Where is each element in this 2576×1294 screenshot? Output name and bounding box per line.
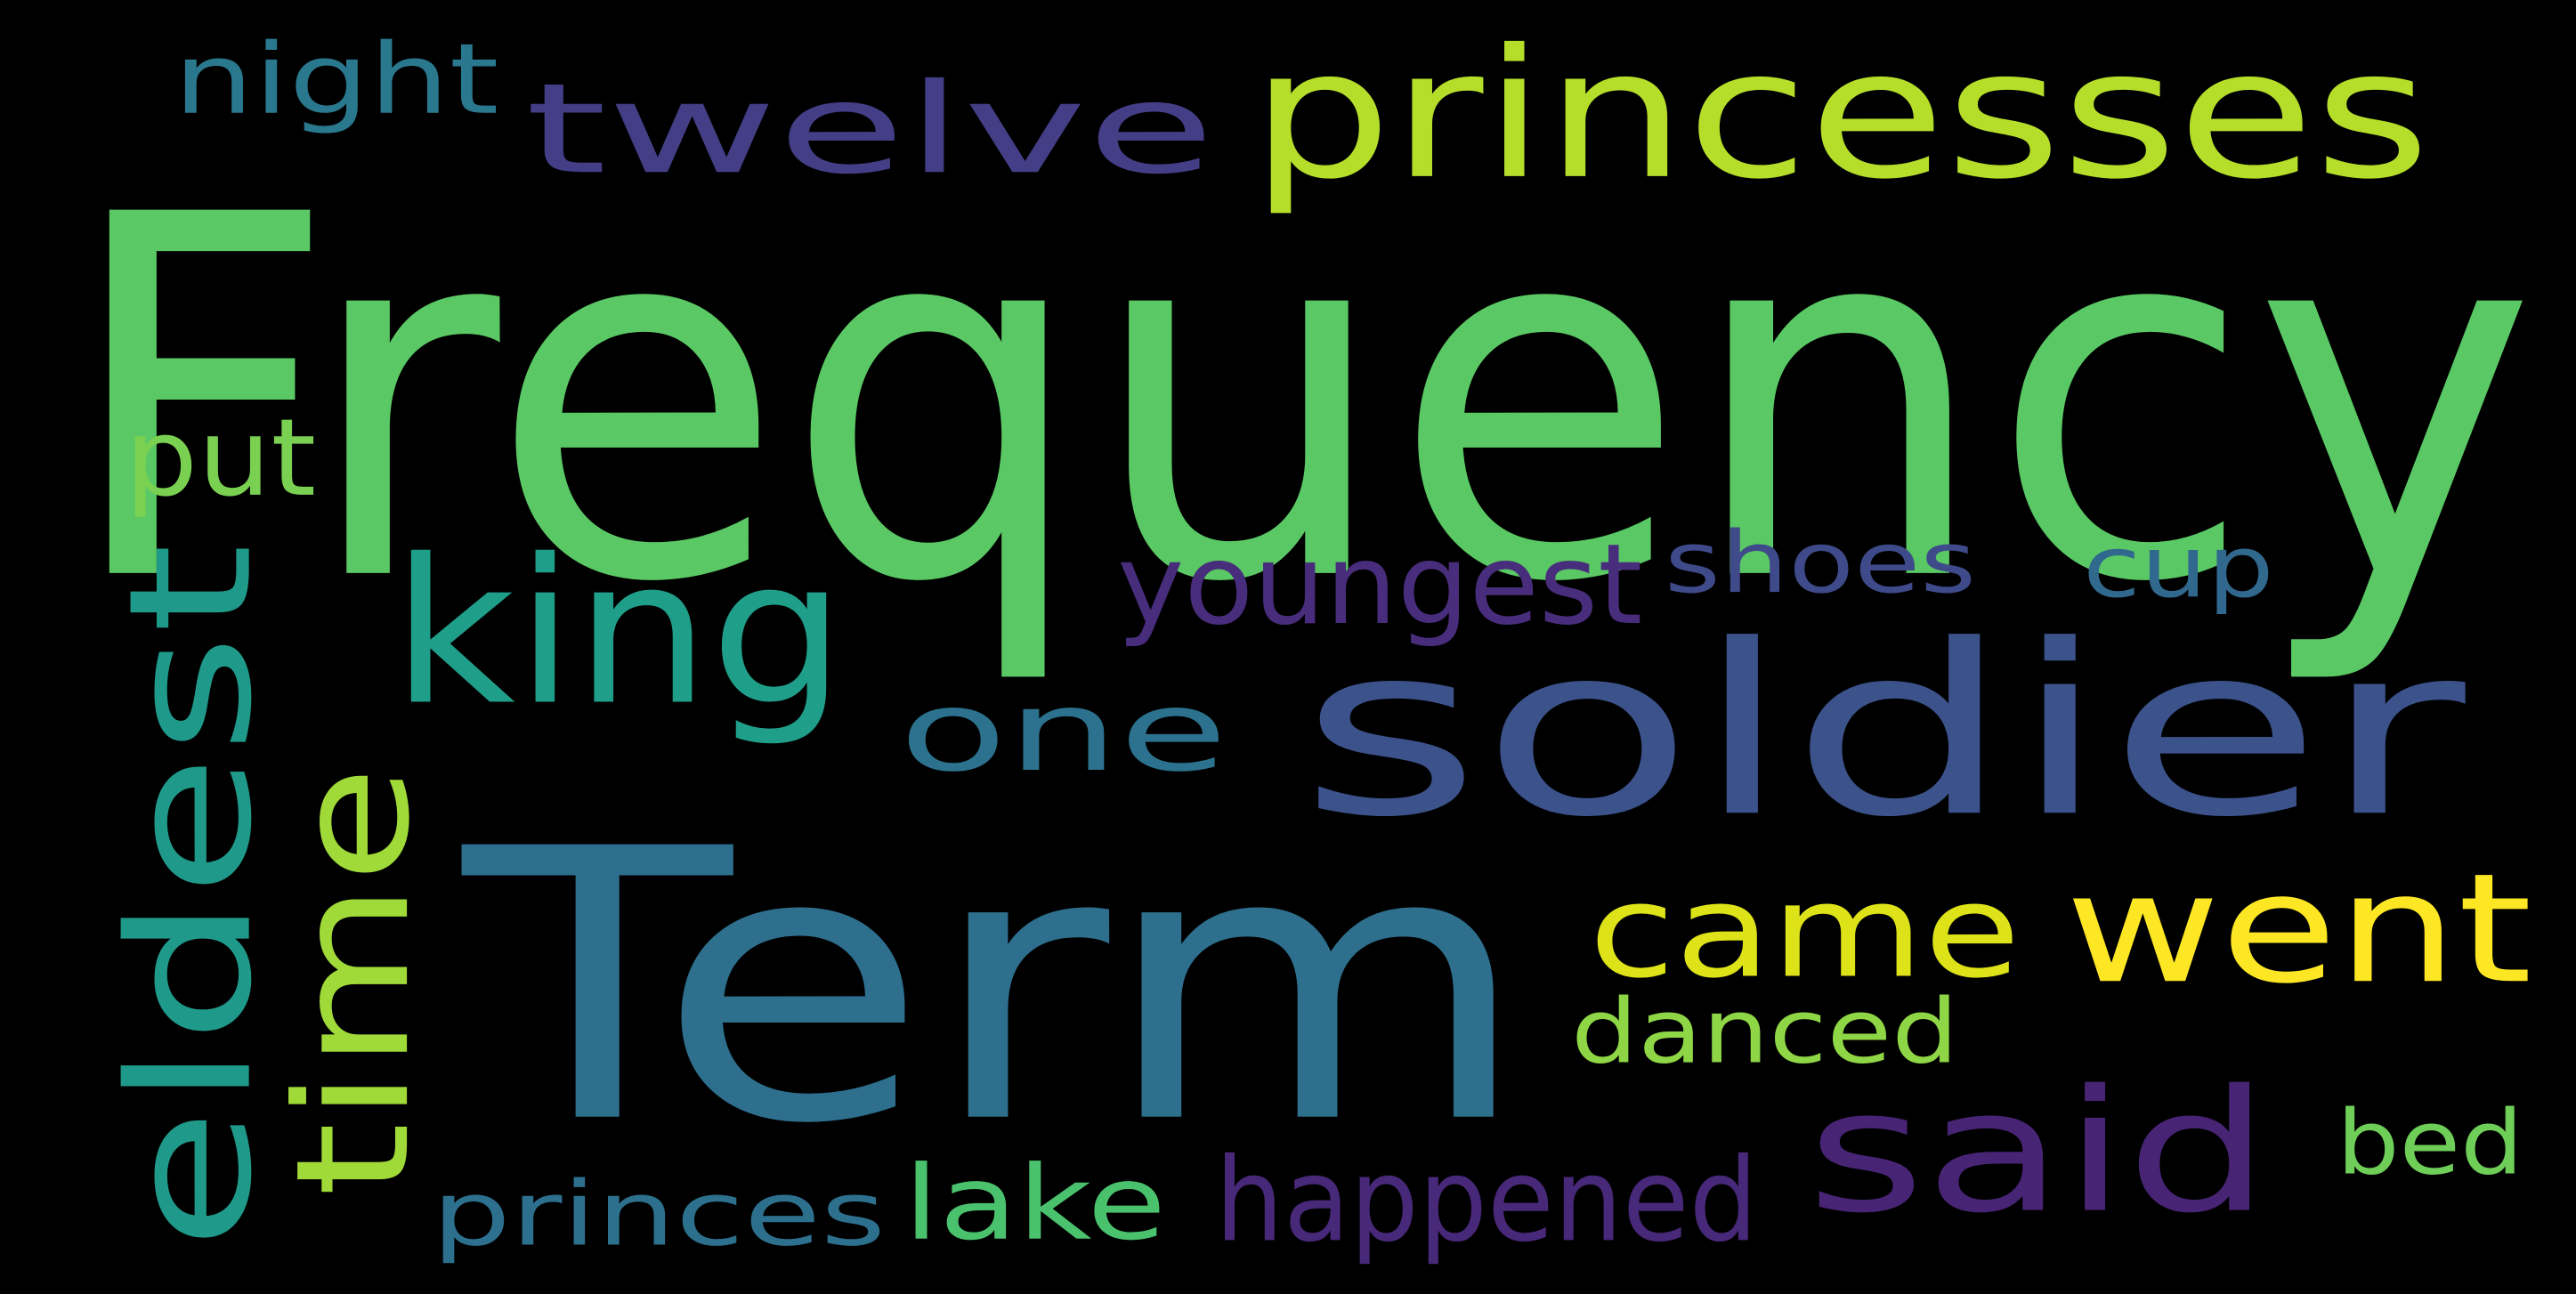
word-night: night [174,22,499,136]
word-bed: bed [2337,1091,2523,1195]
word-twelve: twelve [525,56,1215,202]
word-shoes: shoes [1665,514,1977,612]
word-princesses: princesses [1251,12,2431,219]
word-term: Term [463,770,1531,1205]
word-princes: princes [432,1162,887,1266]
word-time: time [263,765,444,1197]
word-said: said [1807,1053,2271,1250]
word-came: came [1589,856,2021,1007]
word-soldier: soldier [1300,594,2466,869]
word-one: one [899,667,1228,797]
word-frequency: Frequency [62,109,2537,691]
word-cup: cup [2083,518,2274,617]
word-eldest: eldest [92,543,289,1250]
word-king: king [392,516,846,750]
word-went: went [2065,842,2532,1018]
word-happened: happened [1215,1133,1758,1268]
word-danced: danced [1571,980,1959,1084]
word-lake: lake [903,1144,1167,1264]
word-youngest: youngest [1117,520,1643,650]
word-put: put [125,395,317,521]
